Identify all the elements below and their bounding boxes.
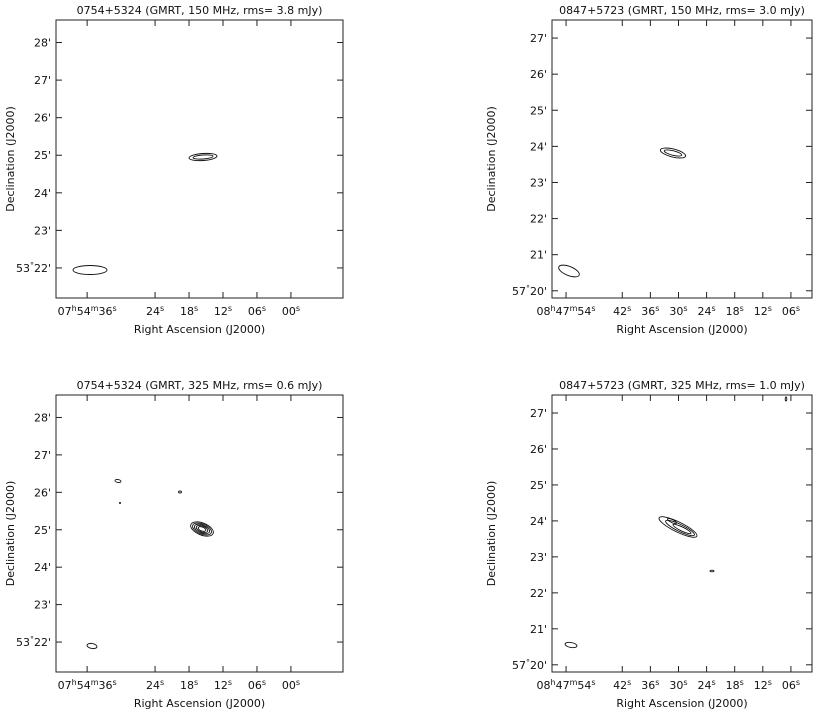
contour — [667, 517, 677, 525]
x-tick-label: 12s — [214, 304, 232, 318]
x-tick-label: 12s — [214, 678, 232, 692]
contour — [665, 519, 695, 537]
y-tick-label: 26' — [34, 112, 51, 125]
x-tick-label: 30s — [669, 304, 687, 318]
y-tick-label: 57°20' — [512, 658, 547, 672]
y-tick-label: 23' — [34, 224, 51, 237]
x-tick-label: 12s — [754, 304, 772, 318]
x-tick-label: 24s — [146, 678, 164, 692]
contour — [197, 526, 207, 532]
contour — [178, 490, 182, 494]
y-tick-label: 27' — [34, 74, 51, 87]
panel-title: 0754+5324 (GMRT, 325 MHz, rms= 0.6 mJy) — [77, 379, 323, 392]
x-tick-label: 12s — [754, 678, 772, 692]
contour — [784, 396, 788, 402]
y-tick-label: 25' — [34, 524, 51, 537]
contour — [195, 524, 209, 534]
y-tick-label: 25' — [34, 149, 51, 162]
x-tick-label: 08h47m54s — [537, 304, 596, 318]
contour — [659, 147, 687, 159]
contour — [672, 523, 692, 535]
contour — [118, 501, 122, 505]
x-tick-label: 07h54m36s — [58, 678, 117, 692]
y-tick-label: 24' — [530, 515, 547, 528]
panel-title: 0754+5324 (GMRT, 150 MHz, rms= 3.8 mJy) — [77, 4, 323, 17]
x-tick-label: 36s — [641, 678, 659, 692]
x-tick-label: 06s — [782, 678, 800, 692]
x-axis-label: Right Ascension (J2000) — [134, 697, 265, 710]
y-tick-label: 23' — [530, 176, 547, 189]
x-tick-label: 42s — [613, 678, 631, 692]
x-tick-label: 06s — [248, 678, 266, 692]
plot-frame — [551, 394, 813, 673]
x-axis-label: Right Ascension (J2000) — [616, 323, 747, 336]
contour — [564, 641, 578, 649]
x-tick-label: 24s — [698, 678, 716, 692]
x-tick-label: 06s — [782, 304, 800, 318]
x-tick-label: 42s — [613, 304, 631, 318]
x-axis-label: Right Ascension (J2000) — [134, 323, 265, 336]
contour — [658, 516, 698, 538]
y-tick-label: 22' — [530, 213, 547, 226]
contour — [192, 154, 214, 160]
x-tick-label: 24s — [146, 304, 164, 318]
contour — [86, 642, 98, 650]
y-tick-label: 24' — [34, 561, 51, 574]
x-tick-label: 07h54m36s — [58, 304, 117, 318]
x-tick-label: 36s — [641, 304, 659, 318]
contour — [188, 152, 218, 162]
x-tick-label: 06s — [248, 304, 266, 318]
y-tick-label: 53°22' — [16, 635, 51, 649]
x-tick-label: 18s — [726, 678, 744, 692]
contour — [193, 523, 211, 535]
panel-title: 0847+5723 (GMRT, 150 MHz, rms= 3.0 mJy) — [559, 4, 805, 17]
y-tick-label: 25' — [530, 479, 547, 492]
y-tick-label: 26' — [34, 486, 51, 499]
y-tick-label: 27' — [34, 449, 51, 462]
x-tick-label: 08h47m54s — [537, 678, 596, 692]
x-tick-label: 30s — [669, 678, 687, 692]
y-tick-label: 23' — [34, 599, 51, 612]
y-tick-label: 25' — [530, 104, 547, 117]
plot-frame — [55, 19, 344, 299]
contour — [709, 569, 715, 573]
y-axis-label: Declination (J2000) — [4, 481, 17, 587]
contour — [190, 521, 214, 537]
contour — [72, 265, 108, 275]
y-tick-label: 26' — [530, 68, 547, 81]
contour — [114, 478, 122, 484]
contour — [192, 522, 212, 536]
y-tick-label: 27' — [530, 407, 547, 420]
y-tick-label: 24' — [530, 140, 547, 153]
plot-frame — [55, 394, 344, 673]
y-tick-label: 28' — [34, 411, 51, 424]
panel-title: 0847+5723 (GMRT, 325 MHz, rms= 1.0 mJy) — [559, 379, 805, 392]
y-tick-label: 26' — [530, 443, 547, 456]
y-axis-label: Declination (J2000) — [485, 481, 498, 587]
contour — [558, 264, 580, 278]
x-tick-label: 00s — [282, 304, 300, 318]
y-tick-label: 23' — [530, 551, 547, 564]
x-tick-label: 18s — [726, 304, 744, 318]
x-tick-label: 18s — [180, 678, 198, 692]
y-tick-label: 57°20' — [512, 284, 547, 298]
plot-frame — [551, 19, 813, 299]
x-tick-label: 18s — [180, 304, 198, 318]
y-tick-label: 22' — [530, 587, 547, 600]
y-tick-label: 53°22' — [16, 261, 51, 275]
y-axis-label: Declination (J2000) — [485, 106, 498, 212]
x-tick-label: 24s — [698, 304, 716, 318]
y-tick-label: 21' — [530, 623, 547, 636]
y-tick-label: 21' — [530, 249, 547, 262]
y-axis-label: Declination (J2000) — [4, 106, 17, 212]
y-tick-label: 28' — [34, 37, 51, 50]
x-tick-label: 00s — [282, 678, 300, 692]
y-tick-label: 24' — [34, 187, 51, 200]
y-tick-label: 27' — [530, 32, 547, 45]
contour — [663, 149, 683, 157]
x-axis-label: Right Ascension (J2000) — [616, 697, 747, 710]
